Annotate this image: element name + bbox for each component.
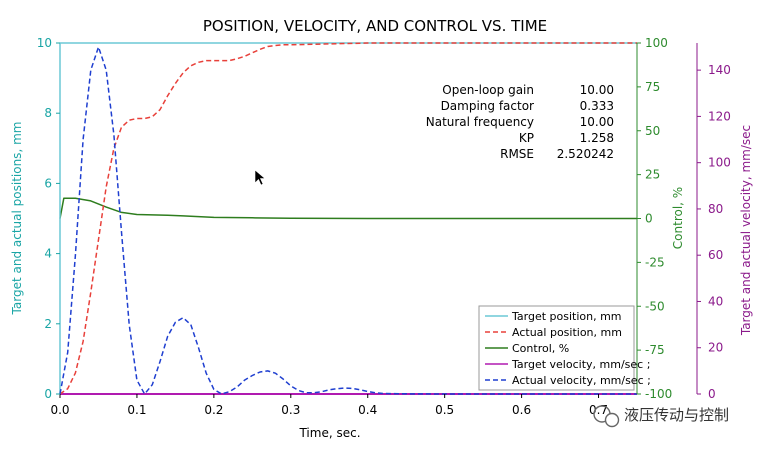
annotation-label-damping-factor: Damping factor <box>441 99 534 113</box>
control-axis-label: Control, % <box>671 187 685 249</box>
series-line-control <box>59 197 637 220</box>
annotation-value-kp: 1.258 <box>580 131 614 145</box>
left-tick-label: 4 <box>44 247 52 261</box>
velocity-tick-label: 60 <box>708 248 723 262</box>
left-tick-label: 6 <box>44 176 52 190</box>
control-tick-label: 25 <box>645 168 660 182</box>
annotation-value-rmse: 2.520242 <box>557 147 614 161</box>
annotation-label-open-loop-gain: Open-loop gain <box>442 83 534 97</box>
annotation-value-open-loop-gain: 10.00 <box>580 83 614 97</box>
left-tick-label: 0 <box>44 387 52 401</box>
legend: Target position, mm Actual position, mm Co… <box>478 305 651 391</box>
axes-layer: 0.0 0.1 0.2 0.3 0.4 0.5 0.6 0.7 0 2 4 6 8 10 -100 -75 -5… <box>37 36 731 417</box>
x-tick-label: 0.7 <box>589 403 608 417</box>
parameter-annotations: Open-loop gain Damping factor Natural fr… <box>426 83 614 161</box>
x-tick-label: 0.2 <box>204 403 223 417</box>
series-line-actual-velocity <box>59 46 637 395</box>
legend-label-control: Control, % <box>512 342 569 355</box>
x-tick-label: 0.1 <box>127 403 146 417</box>
x-tick-label: 0.6 <box>512 403 531 417</box>
velocity-tick-label: 20 <box>708 341 723 355</box>
x-tick-label: 0.0 <box>50 403 69 417</box>
series-line-actual-position <box>59 42 637 395</box>
velocity-tick-label: 40 <box>708 294 723 308</box>
watermark: 液压传动与控制 <box>593 405 729 428</box>
annotation-label-kp: KP <box>519 131 534 145</box>
control-tick-label: -75 <box>645 343 665 357</box>
wechat-logo-icon <box>593 405 620 428</box>
velocity-tick-label: 100 <box>708 156 731 170</box>
x-tick-label: 0.5 <box>435 403 454 417</box>
control-tick-label: -100 <box>645 387 672 401</box>
control-tick-label: 100 <box>645 36 668 50</box>
left-tick-label: 8 <box>44 106 52 120</box>
left-axis-label: Target and actual positions, mm <box>10 122 24 316</box>
control-tick-label: 0 <box>645 212 653 226</box>
chart-title: POSITION, VELOCITY, AND CONTROL VS. TIME <box>203 17 547 35</box>
velocity-tick-label: 80 <box>708 202 723 216</box>
annotation-value-natural-frequency: 10.00 <box>580 115 614 129</box>
left-tick-label: 10 <box>37 36 52 50</box>
x-tick-label: 0.3 <box>281 403 300 417</box>
annotation-label-natural-frequency: Natural frequency <box>426 115 534 129</box>
watermark-text: 液压传动与控制 <box>624 406 729 424</box>
velocity-tick-label: 120 <box>708 109 731 123</box>
velocity-tick-label: 0 <box>708 387 716 401</box>
control-tick-label: -50 <box>645 299 665 313</box>
legend-label-target-position: Target position, mm <box>511 310 622 323</box>
velocity-tick-label: 140 <box>708 63 731 77</box>
left-tick-label: 2 <box>44 317 52 331</box>
legend-label-actual-position: Actual position, mm <box>512 326 622 339</box>
legend-label-target-velocity: Target velocity, mm/sec ; <box>511 358 650 371</box>
control-tick-label: 75 <box>645 80 660 94</box>
x-axis-label: Time, sec. <box>298 426 360 440</box>
control-tick-label: -25 <box>645 255 665 269</box>
annotation-label-rmse: RMSE <box>500 147 534 161</box>
annotation-value-damping-factor: 0.333 <box>580 99 614 113</box>
legend-label-actual-velocity: Actual velocity, mm/sec ; <box>512 374 651 387</box>
mouse-cursor-icon <box>254 169 266 186</box>
x-tick-label: 0.4 <box>358 403 377 417</box>
control-tick-label: 50 <box>645 124 660 138</box>
velocity-axis-label: Target and actual velocity, mm/sec <box>739 125 753 336</box>
